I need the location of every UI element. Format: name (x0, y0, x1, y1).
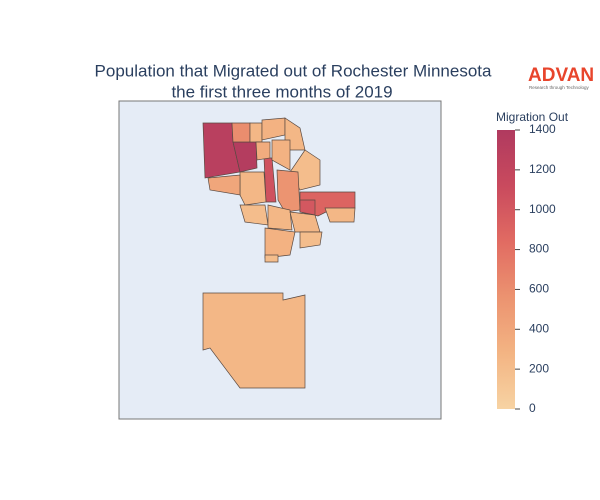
colorbar-tick-label: 1200 (529, 162, 556, 176)
region (231, 122, 251, 143)
region (299, 199, 316, 216)
region (267, 204, 293, 231)
chart-subtitle: the first three months of 2019 (171, 82, 392, 101)
region (324, 207, 356, 223)
colorbar-title: Migration Out (496, 110, 569, 124)
region (207, 174, 241, 196)
colorbar-tick-label: 800 (529, 242, 549, 256)
logo-name: ADVAN (528, 65, 594, 86)
region (264, 227, 296, 259)
colorbar-tick-label: 400 (529, 321, 549, 335)
region (299, 231, 323, 249)
region (239, 171, 267, 206)
region (249, 122, 263, 143)
region (264, 254, 279, 263)
region (271, 139, 291, 171)
colorbar-tick-label: 1400 (529, 122, 556, 136)
logo-tagline: Research through Technology (529, 85, 589, 90)
region (255, 141, 271, 161)
colorbar-tick-label: 600 (529, 282, 549, 296)
region (202, 292, 306, 389)
colorbar-tick-label: 0 (529, 401, 536, 415)
colorbar (497, 130, 515, 409)
chart-title: Population that Migrated out of Rocheste… (95, 61, 492, 80)
colorbar-tick-label: 1000 (529, 202, 556, 216)
region (276, 169, 301, 213)
colorbar-tick-label: 200 (529, 361, 549, 375)
